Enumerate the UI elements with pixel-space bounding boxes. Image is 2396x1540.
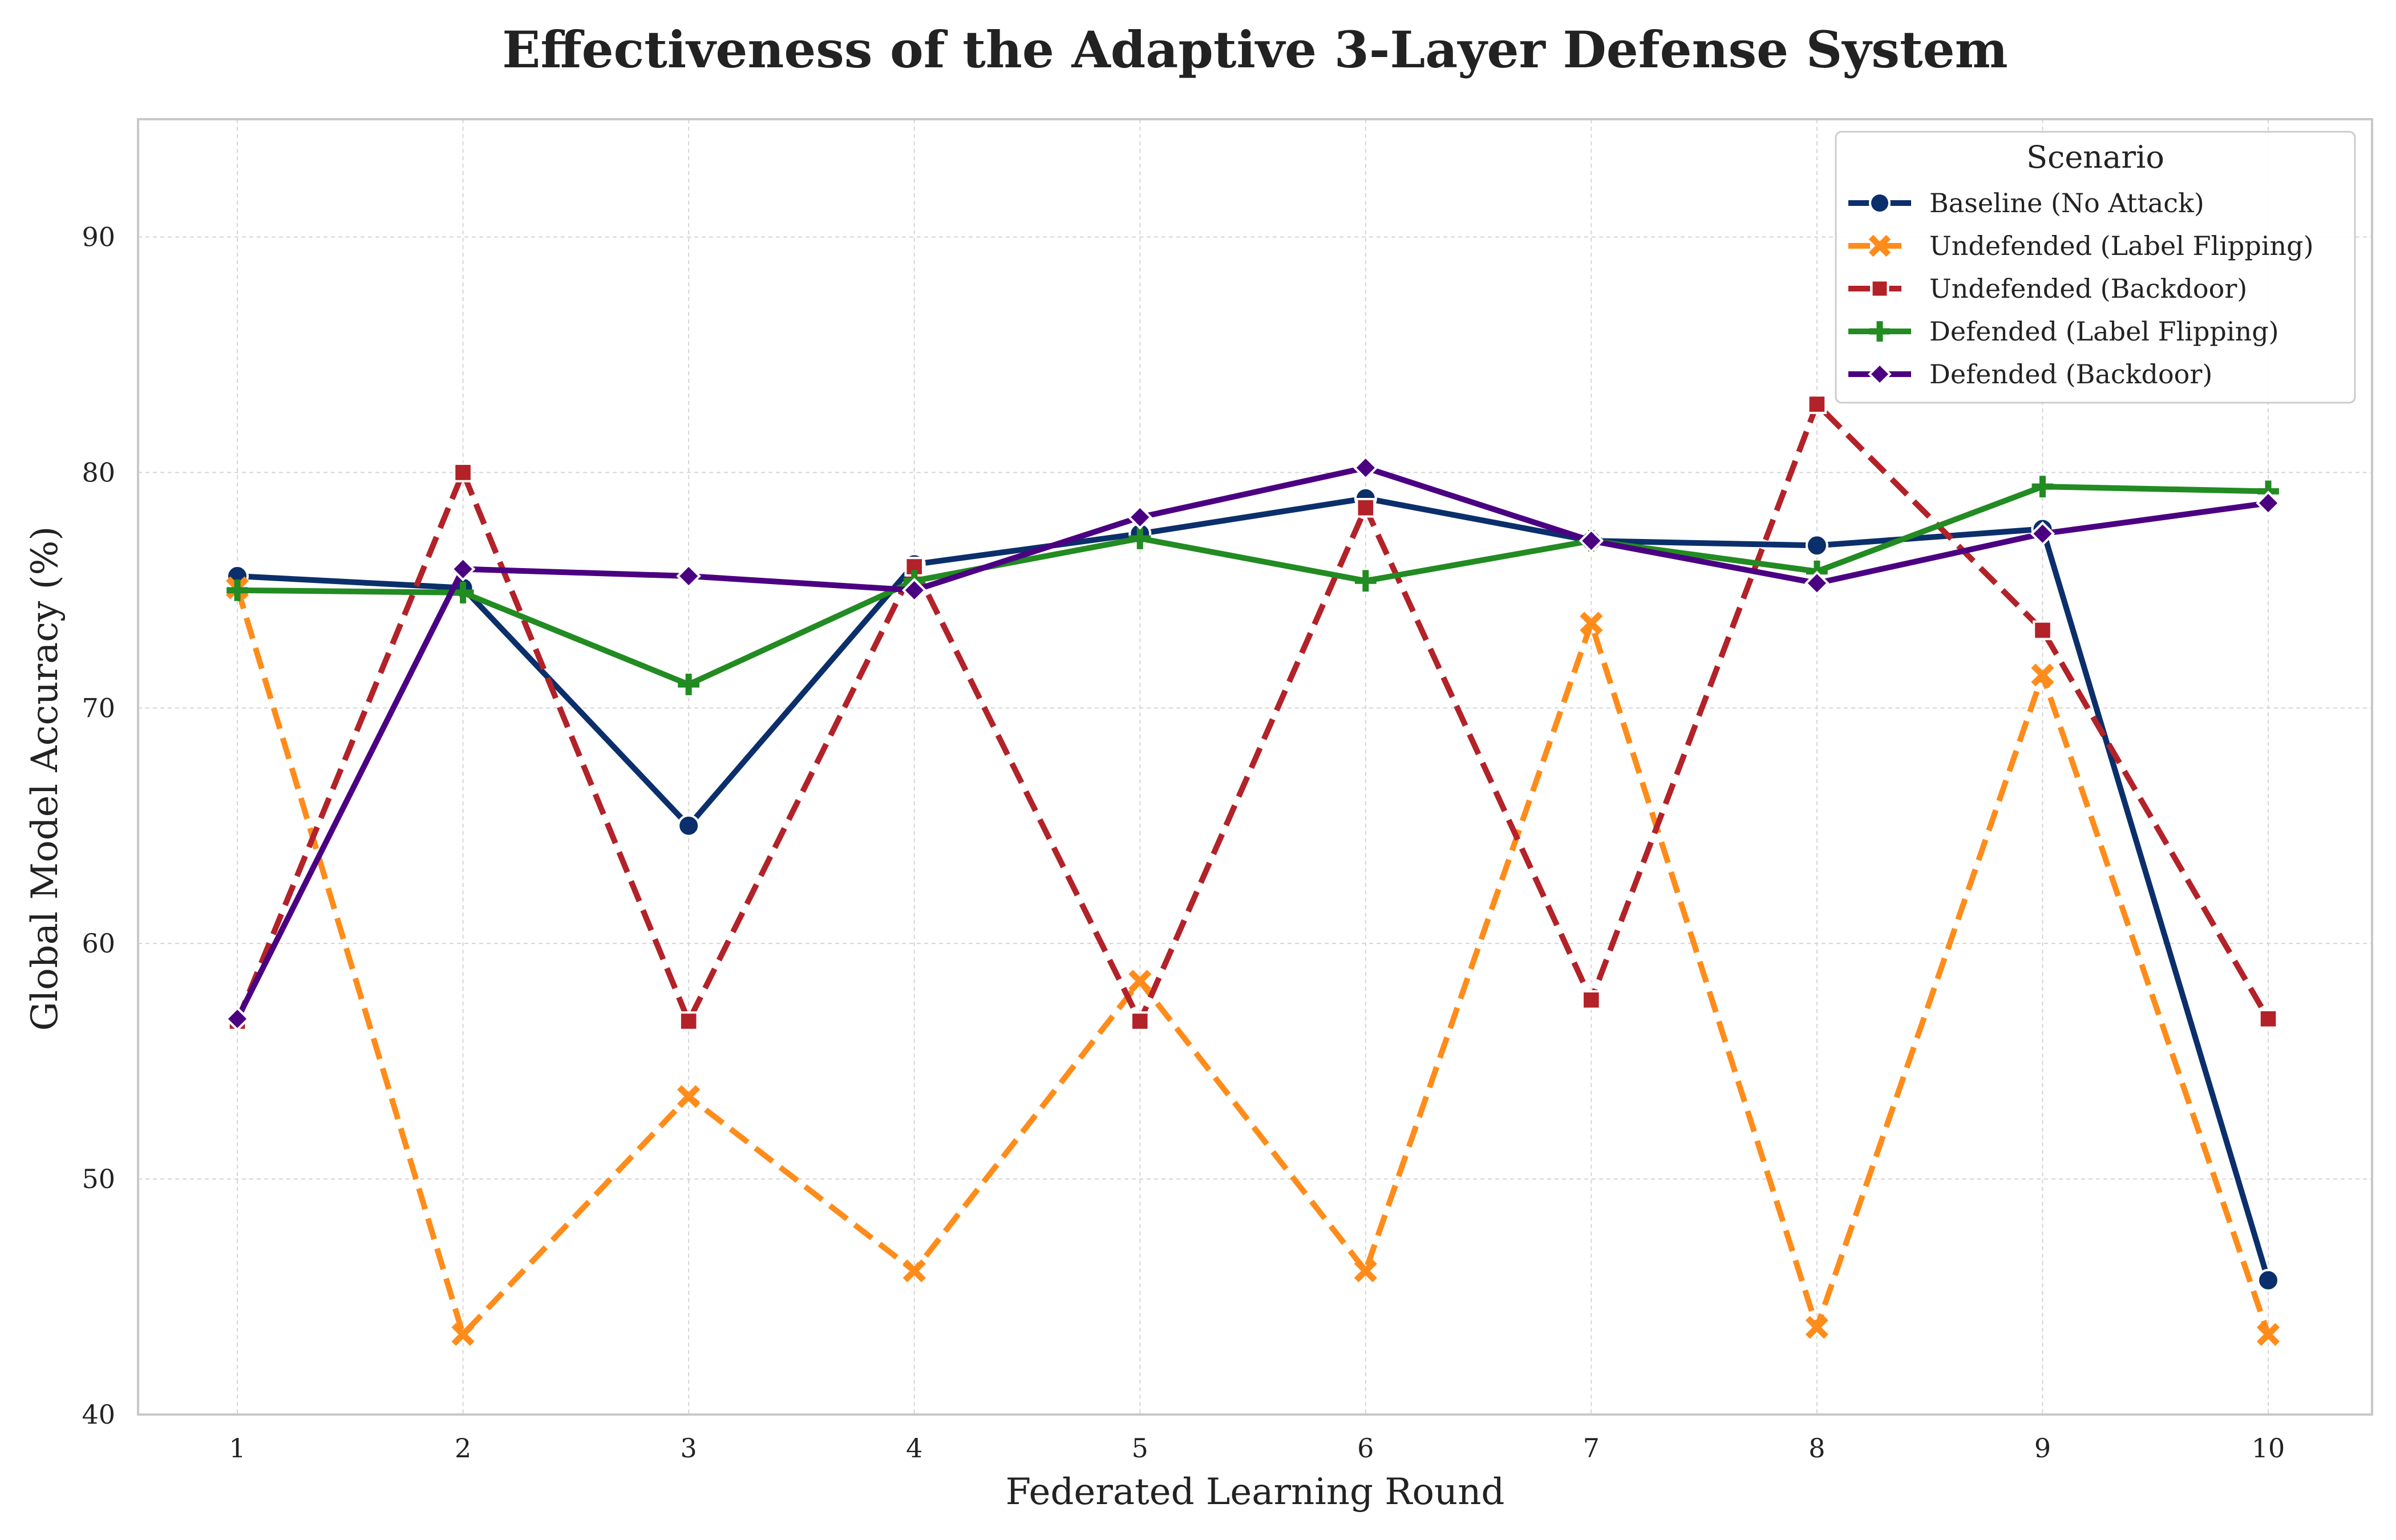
axes	[137, 118, 2373, 1416]
legend-item-baseline-no-attack: Baseline (No Attack)	[1848, 188, 2204, 218]
y-tick-label: 70	[82, 692, 115, 723]
y-tick-label: 50	[82, 1164, 115, 1194]
legend-marker	[1868, 234, 1891, 257]
data-point	[2258, 1009, 2278, 1029]
data-point	[1807, 394, 1827, 414]
data-point	[451, 1323, 475, 1346]
series-undefended-label-flipping	[225, 576, 2280, 1346]
legend-marker	[1868, 362, 1892, 386]
data-point	[2256, 491, 2281, 516]
x-tick-label: 5	[1132, 1433, 1148, 1464]
x-tick-label: 1	[229, 1433, 245, 1464]
series-undefended-backdoor	[227, 394, 2278, 1031]
y-tick-label: 90	[82, 221, 115, 252]
data-point	[1354, 1259, 1377, 1283]
legend-item-defended-backdoor: Defended (Backdoor)	[1848, 359, 2212, 390]
legend-label: Undefended (Backdoor)	[1929, 273, 2247, 304]
data-point	[225, 1006, 250, 1032]
legend-items: Baseline (No Attack) Undefended (Label Fl…	[1848, 188, 2314, 390]
y-tick-label: 80	[82, 457, 115, 488]
data-point	[1805, 1316, 1829, 1339]
x-tick-label: 8	[1808, 1433, 1825, 1464]
data-series	[225, 394, 2281, 1346]
series-defended-backdoor	[225, 455, 2281, 1032]
legend-item-defended-label-flipping: Defended (Label Flipping)	[1848, 316, 2279, 347]
series-line	[237, 495, 2271, 1282]
legend-marker	[1870, 279, 1889, 298]
data-point	[2030, 521, 2055, 546]
legend-label: Defended (Backdoor)	[1929, 359, 2212, 390]
data-point	[678, 674, 700, 695]
legend-item-undefended-backdoor: Undefended (Backdoor)	[1848, 273, 2247, 304]
series-line	[234, 465, 2269, 1020]
data-point	[678, 1011, 699, 1031]
data-point	[902, 1259, 926, 1283]
x-tick-label: 4	[906, 1433, 922, 1464]
data-point	[1355, 498, 1376, 518]
legend-marker	[1869, 192, 1891, 214]
series-line	[234, 401, 2271, 1024]
x-tick-label: 6	[1357, 1433, 1374, 1464]
data-point	[676, 564, 701, 589]
data-point	[1129, 528, 1151, 549]
data-point	[1580, 611, 1603, 635]
legend-title: Scenario	[2026, 139, 2164, 175]
series-line	[237, 484, 2269, 687]
data-point	[677, 1085, 701, 1108]
data-point	[1804, 570, 1830, 596]
legend-label: Undefended (Label Flipping)	[1929, 230, 2314, 261]
data-point	[1805, 534, 1828, 557]
data-point	[450, 556, 476, 582]
data-point	[1354, 570, 1377, 592]
data-point	[453, 463, 473, 483]
data-point	[2257, 1269, 2280, 1292]
data-point	[1579, 528, 1604, 553]
data-point	[677, 814, 701, 837]
x-tick-label: 10	[2252, 1433, 2285, 1464]
y-tick-label: 40	[82, 1399, 115, 1430]
data-point	[2031, 663, 2054, 687]
data-point	[1127, 505, 1152, 530]
y-tick-label: 60	[82, 928, 115, 959]
legend-marker	[1869, 321, 1890, 342]
data-point	[901, 578, 927, 603]
x-tick-label: 3	[681, 1433, 697, 1464]
chart-title: Effectiveness of the Adaptive 3-Layer De…	[502, 20, 2008, 79]
legend-item-undefended-label-flipping: Undefended (Label Flipping)	[1848, 230, 2314, 261]
series-line	[234, 587, 2271, 1338]
legend-box	[1835, 131, 2356, 404]
data-point	[1353, 455, 1378, 480]
legend-label: Defended (Label Flipping)	[1929, 316, 2279, 347]
legend-label: Baseline (No Attack)	[1929, 188, 2204, 218]
data-point	[226, 579, 248, 601]
legend: Scenario Baseline (No Attack) Undefended …	[1835, 131, 2356, 404]
x-tick-label: 2	[455, 1433, 471, 1464]
data-point	[1128, 970, 1152, 993]
x-tick-label: 7	[1583, 1433, 1600, 1464]
data-point	[2033, 620, 2053, 641]
y-axis-label: Global Model Accuracy (%)	[24, 526, 66, 1031]
data-point	[452, 582, 474, 603]
data-point	[2031, 476, 2054, 498]
x-tick-label: 9	[2034, 1433, 2051, 1464]
tick-labels: 1 2 3 4 5 6 7 8 9 10 40 50 60 70 80 90	[82, 221, 2285, 1464]
plot-frame	[137, 118, 2373, 1416]
data-point	[1130, 1011, 1150, 1031]
data-point	[1581, 990, 1601, 1010]
data-point	[2256, 1323, 2280, 1346]
x-axis-label: Federated Learning Round	[1006, 1471, 1505, 1513]
